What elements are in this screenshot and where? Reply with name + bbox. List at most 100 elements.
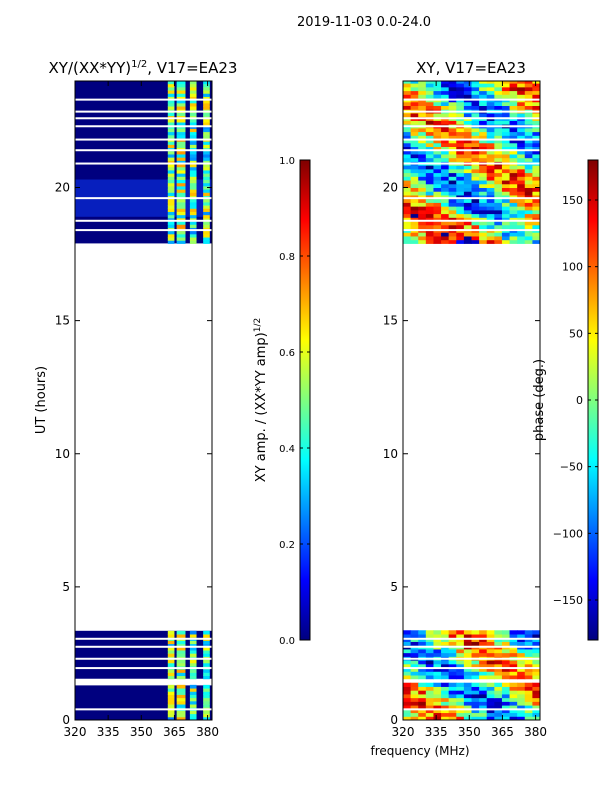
right-cell xyxy=(524,176,533,181)
right-cell xyxy=(448,697,457,702)
left-cell xyxy=(167,150,175,155)
right-cell xyxy=(479,187,488,192)
right-cell xyxy=(418,83,427,88)
right-cell xyxy=(441,701,450,706)
right-cell xyxy=(524,191,533,196)
right-cell xyxy=(441,131,450,136)
right-cell xyxy=(471,139,480,144)
right-cell xyxy=(441,180,450,185)
right-cell xyxy=(486,209,495,215)
right-cell xyxy=(486,675,495,680)
right-cell xyxy=(494,663,503,669)
right-cell xyxy=(532,112,540,118)
left-cell xyxy=(203,86,210,91)
right-cell xyxy=(433,667,442,672)
right-cell xyxy=(410,634,419,639)
right-cell xyxy=(425,705,434,710)
right-cell xyxy=(441,221,450,226)
right-cell xyxy=(486,94,495,99)
right-cell xyxy=(433,86,442,92)
left-cell xyxy=(176,691,186,695)
left-cell xyxy=(203,131,210,136)
right-cell xyxy=(418,667,427,672)
left-cell xyxy=(167,240,175,244)
right-cell xyxy=(524,83,533,88)
right-cell xyxy=(486,187,495,192)
right-cell xyxy=(433,693,442,699)
right-cell xyxy=(410,682,419,687)
right-cell xyxy=(456,213,465,218)
right-cell xyxy=(486,127,495,133)
right-cell xyxy=(471,101,480,106)
left-cell xyxy=(203,157,210,161)
left-axes-frame xyxy=(74,80,213,721)
right-cell xyxy=(463,191,472,196)
right-cell xyxy=(524,213,533,218)
right-cell xyxy=(532,716,540,720)
right-cell xyxy=(448,153,457,159)
right-cell xyxy=(532,686,540,691)
l-ytick-label: 0 xyxy=(62,713,70,727)
right-cell xyxy=(448,183,457,188)
l-ytick-label: 10 xyxy=(55,447,70,461)
right-cell xyxy=(441,81,450,84)
right-cell xyxy=(425,232,434,237)
right-cell xyxy=(403,686,412,691)
right-cell xyxy=(448,90,457,95)
right-cell xyxy=(517,686,526,691)
right-cell xyxy=(403,634,412,639)
right-cell xyxy=(403,671,412,676)
right-cell xyxy=(410,630,419,635)
right-cell xyxy=(441,142,450,147)
right-cell xyxy=(501,232,511,237)
right-cell xyxy=(463,634,472,639)
right-cell xyxy=(532,697,540,702)
colorbar-tick-label: −50 xyxy=(560,461,583,474)
right-cell xyxy=(479,663,488,669)
left-data-band xyxy=(75,685,212,720)
right-cell xyxy=(479,194,488,200)
left-cell xyxy=(167,684,175,689)
right-cell xyxy=(509,712,518,717)
right-cell xyxy=(509,634,518,639)
right-cell xyxy=(433,180,442,185)
right-cell xyxy=(425,209,434,215)
right-cell xyxy=(479,112,488,118)
right-cell xyxy=(517,671,526,676)
right-cell xyxy=(433,663,442,669)
right-cell xyxy=(479,209,488,215)
left-cell xyxy=(189,189,197,193)
right-cell xyxy=(479,712,488,717)
left-cell xyxy=(176,163,186,168)
right-cell xyxy=(448,176,457,181)
right-cell xyxy=(501,671,511,676)
left-cell xyxy=(167,86,175,91)
right-cell xyxy=(532,165,540,170)
right-cell xyxy=(479,641,488,646)
right-cell xyxy=(403,172,412,177)
right-cell xyxy=(501,634,511,639)
right-cell xyxy=(494,235,503,241)
right-cell xyxy=(501,705,511,710)
right-cell xyxy=(524,217,533,222)
right-cell xyxy=(418,180,427,185)
left-cell xyxy=(203,217,210,222)
right-cell xyxy=(471,172,480,177)
right-cell xyxy=(433,183,442,188)
right-cell xyxy=(501,712,511,717)
right-cell xyxy=(448,202,457,207)
right-cell xyxy=(532,105,540,110)
right-cell xyxy=(448,634,457,639)
right-cell xyxy=(456,671,465,676)
left-cell xyxy=(189,630,197,635)
left-cell xyxy=(176,713,186,718)
right-cell xyxy=(441,667,450,672)
left-cell xyxy=(203,649,210,654)
right-cell xyxy=(425,634,434,639)
right-cell xyxy=(441,213,450,218)
right-cell xyxy=(479,697,488,702)
left-cell xyxy=(203,669,210,673)
right-cell xyxy=(448,206,457,211)
right-cell xyxy=(524,139,533,144)
left-cell xyxy=(176,230,186,235)
